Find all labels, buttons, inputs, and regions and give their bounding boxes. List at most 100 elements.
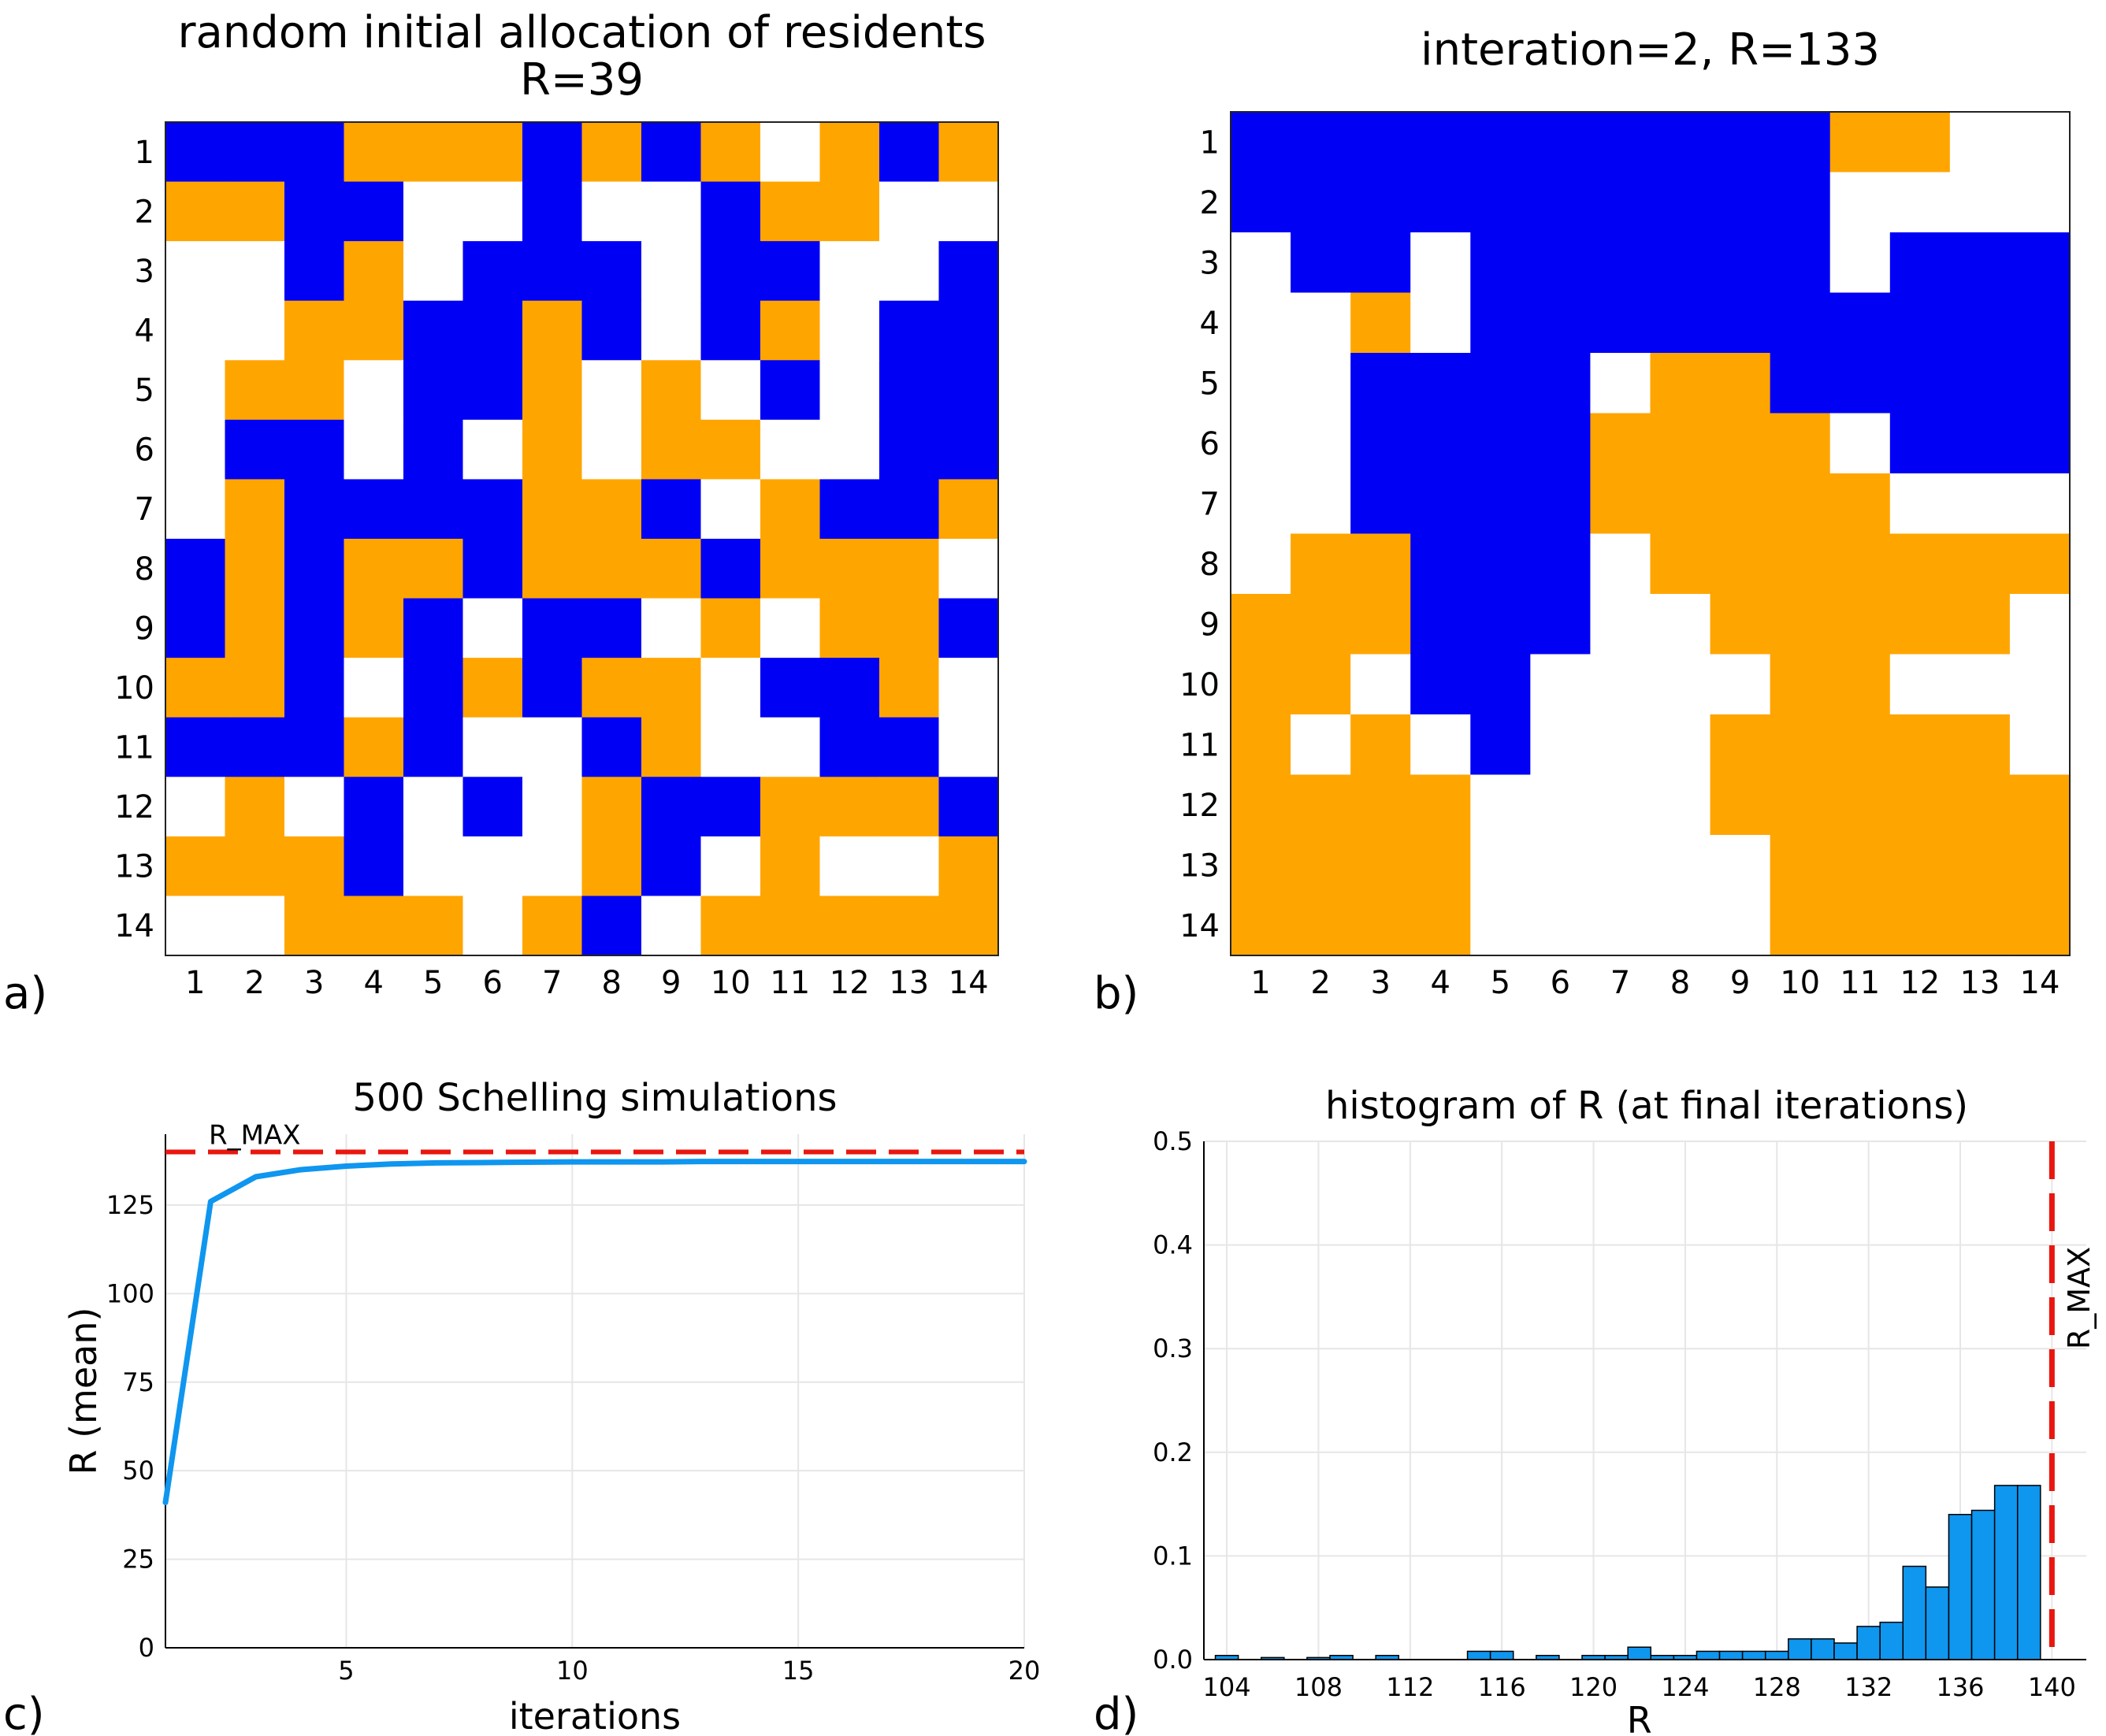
y-tick-label: 7 bbox=[135, 491, 154, 528]
heatmap-cell bbox=[1710, 654, 1771, 715]
heatmap-cell bbox=[1231, 112, 1291, 173]
histogram-bar bbox=[1696, 1650, 1721, 1660]
heatmap-cell bbox=[641, 122, 702, 183]
heatmap-cell bbox=[1291, 654, 1351, 715]
y-tick-label: 0.0 bbox=[1153, 1645, 1193, 1675]
heatmap-cell bbox=[344, 360, 404, 421]
heatmap-cell bbox=[641, 836, 702, 897]
heatmap-cell bbox=[284, 717, 345, 777]
histogram-bar bbox=[2016, 1485, 2041, 1660]
heatmap-cell bbox=[641, 241, 702, 302]
x-tick-label: 5 bbox=[423, 965, 443, 1001]
heatmap-cell bbox=[879, 122, 940, 183]
heatmap-cell bbox=[1889, 654, 1951, 715]
heatmap-cell bbox=[819, 836, 880, 897]
heatmap-cell bbox=[760, 598, 821, 658]
heatmap-cell bbox=[879, 717, 940, 777]
heatmap-cell bbox=[1530, 835, 1592, 896]
heatmap-cell bbox=[1889, 774, 1951, 836]
y-tick-label: 10 bbox=[1179, 667, 1220, 703]
heatmap-cell bbox=[760, 122, 821, 183]
x-tick-label: 132 bbox=[1844, 1672, 1892, 1702]
heatmap-cell bbox=[700, 539, 761, 599]
heatmap-cell bbox=[1829, 714, 1891, 776]
y-tick-label: 8 bbox=[1200, 547, 1220, 583]
heatmap-cell bbox=[403, 241, 464, 302]
y-tick-label: 1 bbox=[135, 135, 154, 171]
heatmap-cell bbox=[581, 539, 642, 599]
x-tick-label: 8 bbox=[1670, 965, 1690, 1001]
histogram-bar bbox=[1741, 1650, 1766, 1660]
heatmap-cell bbox=[1770, 714, 1831, 776]
heatmap-cell bbox=[344, 479, 404, 540]
heatmap-cell bbox=[641, 658, 702, 718]
heatmap-cell bbox=[1350, 112, 1411, 173]
heatmap-cell bbox=[1410, 654, 1471, 715]
heatmap-cell bbox=[1291, 232, 1351, 294]
histogram-bar bbox=[1788, 1638, 1812, 1660]
heatmap-cell bbox=[581, 836, 642, 897]
x-tick-label: 1 bbox=[185, 965, 205, 1001]
heatmap-cell bbox=[819, 181, 880, 242]
heatmap-cell bbox=[879, 300, 940, 361]
heatmap-cell bbox=[1231, 835, 1291, 896]
x-tick-label: 20 bbox=[1008, 1656, 1041, 1686]
heatmap-cell bbox=[403, 300, 464, 361]
x-tick-label: 9 bbox=[1730, 965, 1750, 1001]
heatmap-cell bbox=[165, 479, 226, 540]
heatmap-cell bbox=[581, 658, 642, 718]
y-tick-label: 0.2 bbox=[1153, 1437, 1193, 1467]
x-tick-label: 10 bbox=[711, 965, 751, 1001]
heatmap-cell bbox=[1770, 774, 1831, 836]
heatmap-cell bbox=[522, 122, 583, 183]
heatmap-cell bbox=[2009, 292, 2071, 354]
heatmap-cell bbox=[1590, 533, 1651, 595]
histogram-bar bbox=[1811, 1638, 1835, 1660]
heatmap-cell bbox=[819, 598, 880, 658]
heatmap-cell bbox=[938, 539, 999, 599]
heatmap-cell bbox=[581, 777, 642, 837]
heatmap-cell bbox=[1530, 594, 1592, 655]
heatmap-cell bbox=[1291, 594, 1351, 655]
heatmap-cell bbox=[1650, 533, 1711, 595]
heatmap-cell bbox=[225, 419, 285, 480]
heatmap-cell bbox=[1231, 232, 1291, 294]
heatmap-cell bbox=[819, 539, 880, 599]
heatmap-cell bbox=[1231, 413, 1291, 474]
heatmap-cell bbox=[1889, 895, 1951, 956]
x-tick-label: 7 bbox=[1610, 965, 1630, 1001]
heatmap-cell bbox=[760, 479, 821, 540]
heatmap-cell bbox=[938, 658, 999, 718]
heatmap-cell bbox=[1470, 112, 1531, 173]
heatmap-cell bbox=[1650, 835, 1711, 896]
heatmap-cell bbox=[1710, 774, 1771, 836]
heatmap-cell bbox=[1829, 473, 1891, 535]
y-tick-label: 6 bbox=[1200, 426, 1220, 462]
heatmap-cell bbox=[1590, 353, 1651, 414]
heatmap-cell bbox=[1829, 835, 1891, 896]
heatmap-cell bbox=[581, 181, 642, 242]
heatmap-cell bbox=[1829, 774, 1891, 836]
heatmap-cell bbox=[1590, 172, 1651, 233]
heatmap-cell bbox=[522, 836, 583, 897]
heatmap-cell bbox=[165, 360, 226, 421]
x-tick-label: 11 bbox=[770, 965, 810, 1001]
heatmap-cell bbox=[2009, 413, 2071, 474]
x-tick-label: 14 bbox=[949, 965, 989, 1001]
heatmap-cell bbox=[1410, 774, 1471, 836]
heatmap-cell bbox=[1770, 353, 1831, 414]
heatmap-cell bbox=[1650, 473, 1711, 535]
heatmap-cell bbox=[344, 419, 404, 480]
heatmap-cell bbox=[284, 419, 345, 480]
heatmap-cell bbox=[1770, 232, 1831, 294]
heatmap-cell bbox=[819, 896, 880, 956]
heatmap-cell bbox=[165, 539, 226, 599]
panel-c-line-chart: 5 10 15 20 0 25 50 75 100 125 R_MAX 500 Schelling s… bbox=[3, 1076, 1040, 1736]
x-tick-label: 128 bbox=[1753, 1672, 1801, 1702]
heatmap-cell bbox=[581, 419, 642, 480]
heatmap-cell bbox=[403, 836, 464, 897]
y-tick-label: 10 bbox=[114, 670, 154, 707]
y-axis-label: R (mean) bbox=[62, 1308, 105, 1475]
heatmap-cell bbox=[1350, 774, 1411, 836]
heatmap-cell bbox=[1350, 835, 1411, 896]
